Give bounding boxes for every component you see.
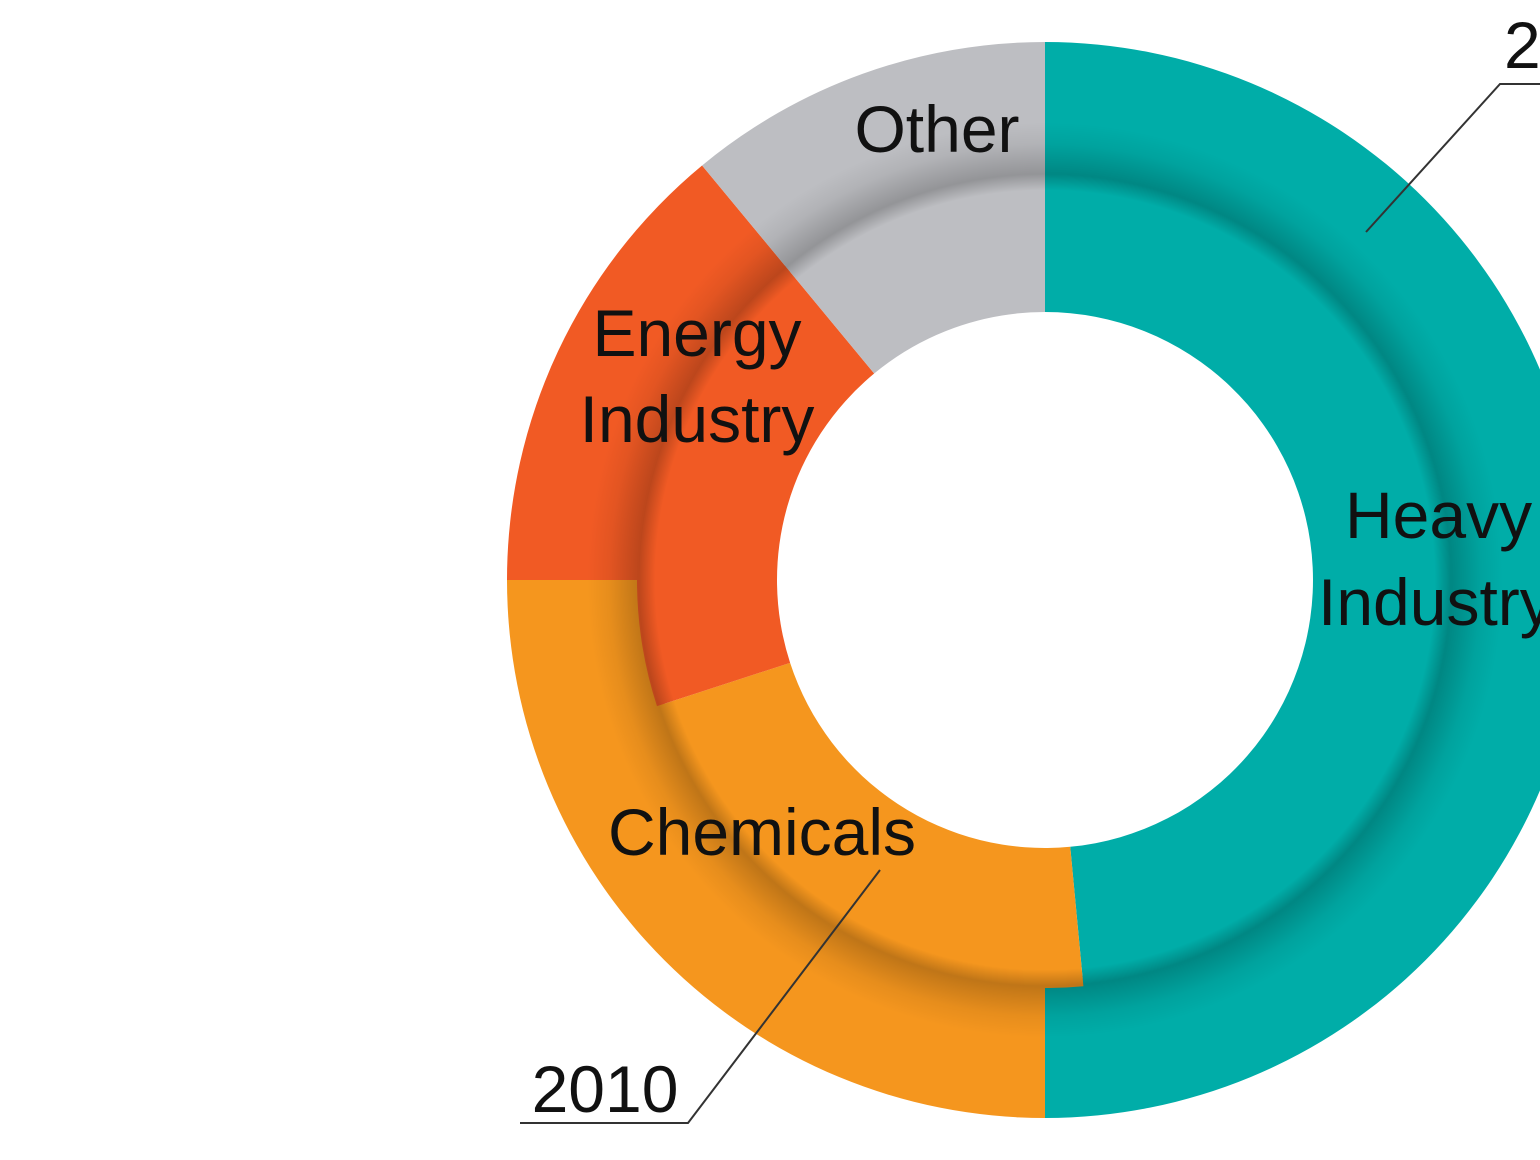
label-other: Other	[854, 92, 1019, 166]
leader-line-outer-year	[1365, 83, 1540, 233]
label-chemicals: Chemicals	[608, 795, 916, 869]
label-heavy-line1: Heavy	[1345, 478, 1532, 552]
callout-outer-year: 2	[1504, 8, 1540, 82]
label-energy-line2: Industry	[580, 382, 815, 456]
label-energy-line1: Energy	[592, 296, 801, 370]
label-heavy-line2: Industry	[1318, 565, 1540, 639]
callout-leaders	[520, 83, 1540, 1124]
leader-line-inner-year	[520, 869, 881, 1124]
callout-inner-year: 2010	[532, 1052, 679, 1126]
ring-shadow	[505, 40, 1540, 1120]
